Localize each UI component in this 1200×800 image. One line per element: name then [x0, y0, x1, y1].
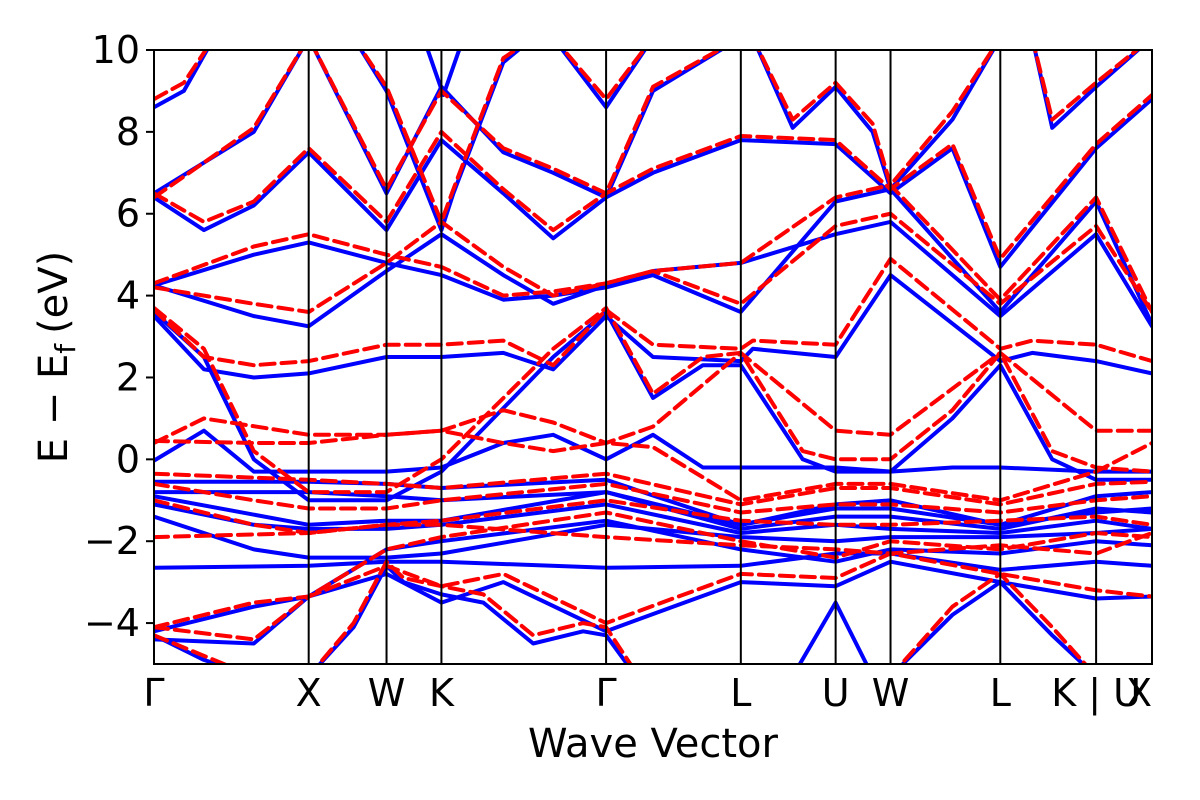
y-tick-label: 8 — [116, 110, 140, 154]
y-axis-label-subscript: f — [49, 343, 82, 354]
solid-band-9 — [154, 633, 223, 664]
dashed-band-9 — [154, 256, 1152, 368]
y-axis-ticks: −4 −2 0 2 4 6 8 10 — [84, 28, 154, 645]
bands-layer — [154, 50, 1152, 664]
solid-band-19 — [154, 50, 210, 110]
y-tick-label: 0 — [116, 437, 140, 481]
y-tick-label: −4 — [84, 601, 140, 645]
solid-band-5 — [154, 514, 1152, 560]
x-tick-label: Γ — [596, 671, 617, 715]
dashed-band-6 — [154, 510, 1152, 630]
x-tick-label: X — [296, 671, 322, 715]
solid-band-12 — [900, 580, 1086, 664]
x-tick-label: W — [872, 671, 910, 715]
x-axis-label: Wave Vector — [528, 721, 779, 767]
solid-band-8 — [154, 559, 1152, 646]
y-axis-label-unit: (eV) — [31, 251, 77, 334]
y-tick-label: −2 — [84, 519, 140, 563]
solid-band-4 — [154, 502, 1152, 535]
dashed-band-3 — [154, 481, 1152, 515]
dashed-band-16 — [561, 50, 647, 102]
solid-band-0 — [154, 428, 1152, 474]
dashed-band-4 — [154, 498, 1152, 535]
y-tick-label: 4 — [116, 274, 140, 318]
x-tick-label: W — [368, 671, 406, 715]
x-tick-label: U — [822, 671, 850, 715]
y-tick-label: 6 — [116, 192, 140, 236]
y-tick-label: 10 — [92, 28, 140, 72]
x-tick-label: X — [1126, 671, 1152, 715]
dashed-band-20 — [316, 559, 633, 664]
dashed-band-17 — [756, 50, 995, 188]
x-tick-label: L — [990, 671, 1011, 715]
solid-band-10 — [317, 563, 630, 664]
dashed-band-11 — [154, 183, 1152, 314]
dashed-band-15 — [359, 50, 519, 224]
plot-frame — [153, 49, 1153, 665]
y-axis-label: E − Ef (eV) — [31, 251, 82, 464]
x-tick-label: L — [730, 671, 751, 715]
x-tick-label: K — [429, 671, 455, 715]
dashed-band-18 — [1033, 50, 1140, 122]
solid-band-23 — [756, 50, 996, 192]
dashed-band-13 — [154, 50, 723, 200]
kpoint-lines — [307, 50, 1098, 664]
y-tick-label: 2 — [116, 355, 140, 399]
y-axis-label-main: E − E — [31, 354, 77, 464]
dashed-band-8 — [154, 305, 1152, 495]
dashed-band-19 — [154, 633, 230, 664]
solid-band-11 — [797, 600, 869, 664]
dashed-band-7 — [154, 551, 1152, 642]
x-tick-label: Γ — [143, 671, 164, 715]
x-tick-label: K | U — [1051, 671, 1141, 716]
dashed-band-14 — [154, 50, 209, 102]
